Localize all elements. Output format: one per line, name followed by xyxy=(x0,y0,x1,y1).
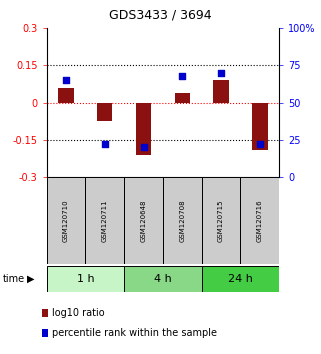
Text: time: time xyxy=(3,274,25,284)
Point xyxy=(219,70,224,76)
Text: GSM120716: GSM120716 xyxy=(257,199,263,242)
Bar xyxy=(124,266,202,292)
Bar xyxy=(240,177,279,264)
Point xyxy=(63,78,68,83)
Bar xyxy=(136,103,151,155)
Bar xyxy=(213,80,229,103)
Text: GSM120710: GSM120710 xyxy=(63,199,69,242)
Point xyxy=(180,73,185,79)
Text: GDS3433 / 3694: GDS3433 / 3694 xyxy=(109,9,212,22)
Bar xyxy=(58,88,74,103)
Bar xyxy=(163,177,202,264)
Text: log10 ratio: log10 ratio xyxy=(52,308,105,318)
Bar xyxy=(85,177,124,264)
Point xyxy=(102,142,107,147)
Bar xyxy=(97,103,112,121)
Bar xyxy=(47,266,124,292)
Bar xyxy=(252,103,268,150)
Point xyxy=(141,144,146,150)
Bar xyxy=(124,177,163,264)
Bar xyxy=(175,93,190,103)
Text: GSM120715: GSM120715 xyxy=(218,199,224,242)
Text: ▶: ▶ xyxy=(27,274,35,284)
Bar xyxy=(202,177,240,264)
Text: 4 h: 4 h xyxy=(154,274,172,284)
Text: GSM120708: GSM120708 xyxy=(179,199,185,242)
Text: GSM120711: GSM120711 xyxy=(102,199,108,242)
Bar xyxy=(202,266,279,292)
Bar xyxy=(47,177,85,264)
Text: percentile rank within the sample: percentile rank within the sample xyxy=(52,328,217,338)
Text: 1 h: 1 h xyxy=(76,274,94,284)
Text: 24 h: 24 h xyxy=(228,274,253,284)
Text: GSM120648: GSM120648 xyxy=(141,199,146,242)
Point xyxy=(257,142,263,147)
